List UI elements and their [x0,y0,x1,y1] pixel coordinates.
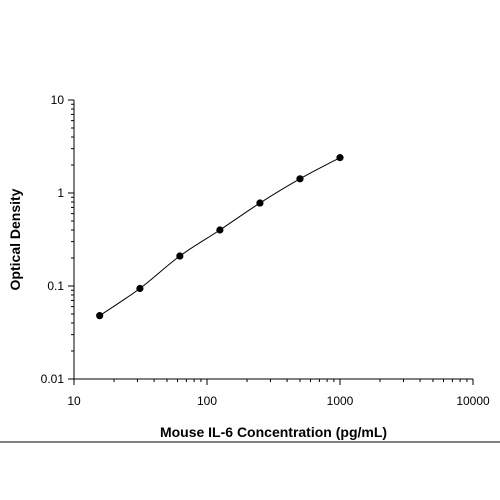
x-tick-label: 10 [67,394,81,408]
data-point [336,154,344,162]
x-axis-title: Mouse IL-6 Concentration (pg/mL) [160,424,387,440]
data-point [216,226,224,234]
y-tick-label: 10 [51,93,65,107]
y-axis-ticks: 0.01 0.1 1 10 [41,93,74,386]
fit-curve-layer [99,157,341,317]
x-tick-label: 100 [197,394,217,408]
data-point [256,199,264,207]
y-tick-label: 0.01 [41,372,65,386]
data-point [96,312,104,320]
data-point [176,252,184,260]
y-tick-label: 0.1 [47,279,64,293]
x-tick-label: 10000 [456,394,490,408]
y-tick-label: 1 [57,186,64,200]
data-point [296,175,304,183]
fit-curve [99,157,341,317]
data-point [136,284,144,293]
axes [73,100,473,380]
x-axis-ticks: 10 100 1000 10000 [67,379,490,408]
x-tick-label: 1000 [327,394,354,408]
y-axis-title: Optical Density [7,188,23,290]
data-points-layer [96,154,344,320]
